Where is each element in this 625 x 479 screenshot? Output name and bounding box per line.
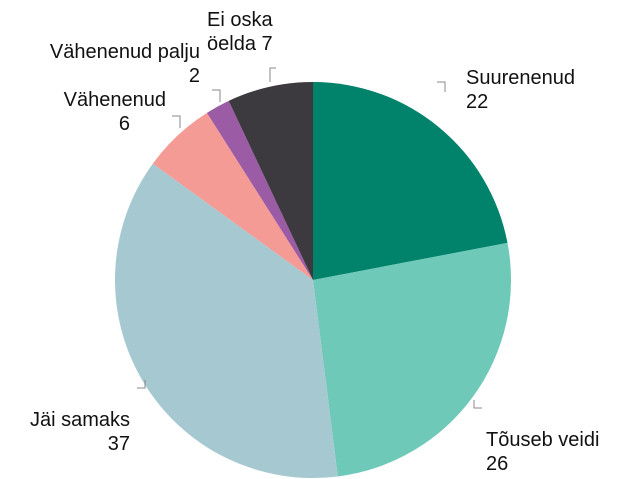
leader-line	[137, 380, 146, 389]
label-value: 6	[118, 113, 130, 135]
label-name: Tõuseb veidi	[486, 429, 600, 451]
label-name: Jäi samaks	[29, 409, 130, 431]
pie-slice	[152, 112, 313, 280]
slice-label: Jäi samaks 37	[8, 408, 130, 456]
pie-slice	[114, 163, 338, 479]
pie-slice	[206, 100, 313, 281]
label-name: Ei oska öelda	[207, 9, 273, 55]
slice-label: Ei oska öelda 7	[207, 8, 287, 56]
slice-label: Tõuseb veidi 26	[486, 428, 599, 476]
pie-slice	[313, 82, 508, 280]
label-value: 2	[188, 65, 200, 87]
leader-line	[212, 89, 221, 102]
label-value: 37	[107, 433, 130, 455]
pie-slice	[228, 82, 313, 280]
leader-line	[437, 81, 446, 92]
label-name: Vähenenud	[63, 89, 166, 111]
leader-line	[473, 400, 482, 409]
pie-slice	[313, 242, 511, 477]
slice-label: Vähenenud palju 2	[20, 40, 200, 88]
leader-line	[172, 115, 181, 128]
leader-line	[269, 67, 276, 82]
label-name: Suurenenud	[466, 67, 575, 89]
slice-label: Vähenenud 6	[14, 88, 166, 136]
label-value: 22	[466, 91, 489, 113]
label-value: 26	[486, 453, 509, 475]
label-name: Vähenenud palju	[49, 41, 200, 63]
label-value: 7	[261, 33, 273, 55]
slice-label: Suurenenud 22	[466, 66, 575, 114]
